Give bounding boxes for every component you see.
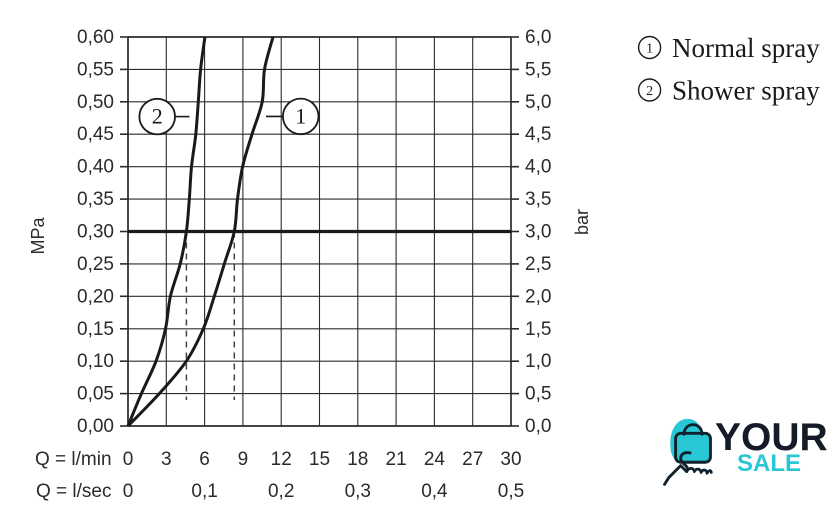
svg-text:4,5: 4,5	[525, 124, 551, 145]
svg-text:6,0: 6,0	[525, 27, 551, 48]
svg-text:27: 27	[462, 449, 483, 470]
svg-text:0: 0	[123, 481, 134, 502]
svg-text:1: 1	[295, 103, 306, 128]
svg-text:bar: bar	[572, 209, 592, 235]
svg-text:0,00: 0,00	[77, 416, 114, 437]
svg-text:5,5: 5,5	[525, 59, 551, 80]
svg-text:6: 6	[199, 449, 210, 470]
svg-text:Shower spray: Shower spray	[672, 76, 820, 106]
svg-text:24: 24	[424, 449, 446, 470]
svg-text:0,45: 0,45	[77, 124, 114, 145]
svg-text:3,5: 3,5	[525, 189, 551, 210]
svg-text:3,0: 3,0	[525, 222, 551, 243]
svg-text:SALE: SALE	[737, 450, 801, 477]
svg-text:1,0: 1,0	[525, 351, 551, 372]
svg-text:2: 2	[152, 104, 163, 129]
svg-text:1,5: 1,5	[525, 319, 551, 340]
svg-text:0,15: 0,15	[77, 319, 114, 340]
svg-text:0,35: 0,35	[77, 189, 114, 210]
svg-text:1: 1	[646, 42, 653, 57]
svg-text:Q = l/min: Q = l/min	[35, 449, 112, 470]
svg-text:0: 0	[123, 449, 134, 470]
svg-text:2,0: 2,0	[525, 286, 551, 307]
svg-text:0,1: 0,1	[191, 481, 217, 502]
svg-text:0,40: 0,40	[77, 157, 114, 178]
svg-text:5,0: 5,0	[525, 92, 551, 113]
svg-text:3: 3	[161, 449, 172, 470]
svg-text:21: 21	[386, 449, 407, 470]
svg-text:30: 30	[500, 449, 521, 470]
svg-text:0,4: 0,4	[421, 481, 448, 502]
svg-text:MPa: MPa	[28, 217, 48, 255]
svg-text:0,30: 0,30	[77, 222, 114, 243]
svg-text:Normal spray: Normal spray	[672, 33, 820, 63]
svg-text:0,25: 0,25	[77, 254, 114, 275]
svg-text:0,20: 0,20	[77, 286, 114, 307]
svg-text:18: 18	[347, 449, 368, 470]
svg-text:4,0: 4,0	[525, 157, 551, 178]
svg-text:0,5: 0,5	[498, 481, 524, 502]
svg-text:2,5: 2,5	[525, 254, 551, 275]
svg-text:9: 9	[238, 449, 249, 470]
svg-text:0,55: 0,55	[77, 59, 114, 80]
svg-text:0,5: 0,5	[525, 384, 551, 405]
svg-text:0,50: 0,50	[77, 92, 114, 113]
svg-text:0,0: 0,0	[525, 416, 551, 437]
svg-text:0,05: 0,05	[77, 384, 114, 405]
svg-text:0,3: 0,3	[345, 481, 371, 502]
svg-text:0,10: 0,10	[77, 351, 114, 372]
svg-text:2: 2	[646, 84, 653, 99]
svg-text:0,60: 0,60	[77, 27, 114, 48]
svg-text:Q = l/sec: Q = l/sec	[36, 481, 112, 502]
svg-text:12: 12	[271, 449, 292, 470]
svg-text:15: 15	[309, 449, 330, 470]
svg-text:0,2: 0,2	[268, 481, 294, 502]
